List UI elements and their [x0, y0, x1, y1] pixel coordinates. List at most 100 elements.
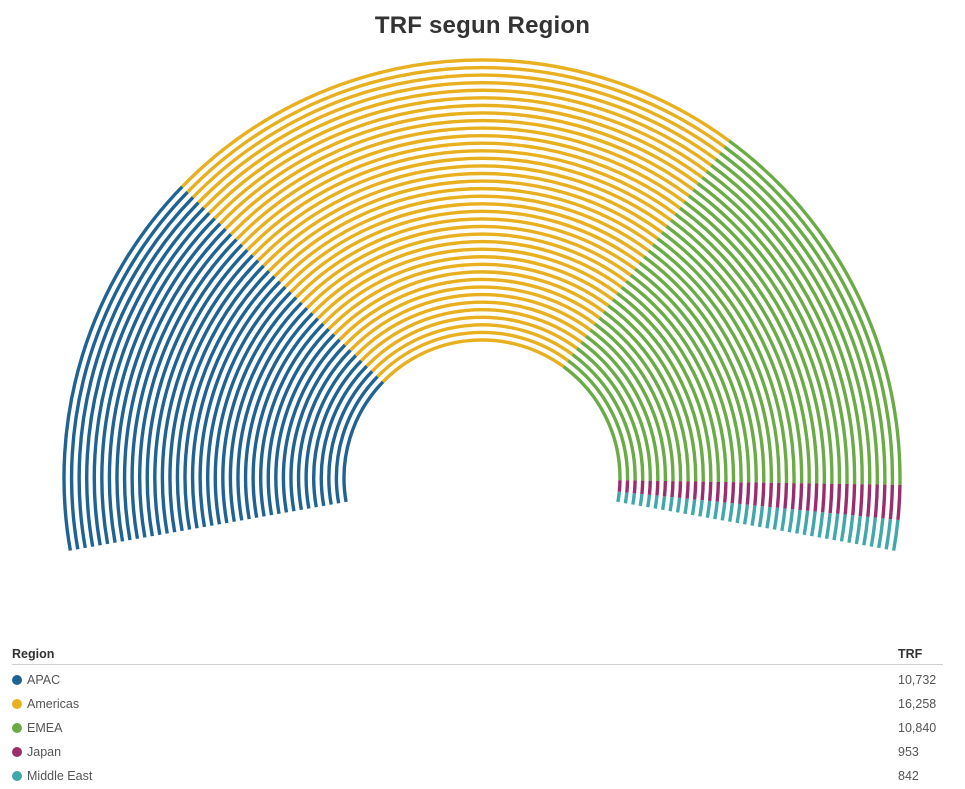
legend-swatch: [12, 723, 22, 733]
arc-line: [593, 322, 675, 482]
arc-line: [877, 518, 885, 549]
arc-line: [813, 483, 819, 512]
arc-line: [670, 481, 675, 498]
legend-label: Middle East: [27, 769, 93, 783]
arc-line: [701, 176, 857, 485]
legend-swatch: [12, 675, 22, 685]
arc-line: [625, 279, 728, 483]
legend-row: Japan 953: [12, 740, 943, 764]
arc-line: [191, 73, 722, 199]
arc-line: [620, 285, 721, 482]
legend-row: APAC 10,732: [12, 668, 943, 692]
legend-rows: APAC 10,732 Americas 16,258 EMEA 10,840 Japan 9…: [12, 668, 943, 788]
legend-value: 842: [898, 769, 919, 783]
arc-line: [305, 232, 628, 310]
arc-line: [873, 484, 879, 518]
arc-line: [843, 483, 849, 515]
arc-chart: [62, 58, 902, 551]
arc-line: [675, 497, 682, 513]
arc-line: [730, 482, 736, 504]
arc-line: [311, 239, 623, 315]
arc-line: [168, 259, 260, 533]
arc-line: [160, 254, 254, 534]
legend-label: APAC: [27, 673, 61, 687]
legend-header-region: Region: [12, 647, 55, 661]
arc-line: [259, 322, 325, 517]
arc-line: [617, 480, 622, 492]
arc-line: [77, 196, 195, 549]
arc-line: [787, 509, 795, 533]
legend-table: Region TRF APAC 10,732 Americas 16,258 EMEA 1…: [12, 644, 943, 788]
arc-line: [632, 480, 637, 494]
arc-line: [660, 496, 667, 511]
arc-line: [685, 481, 690, 499]
arc-line: [847, 515, 855, 543]
arc-line: [805, 483, 811, 511]
arc-line: [660, 231, 789, 484]
legend-row: EMEA 10,840: [12, 716, 943, 740]
arc-line: [130, 233, 233, 540]
arc-line: [656, 237, 781, 483]
arc-line: [683, 200, 826, 484]
arc-line: [338, 277, 601, 341]
arc-line: [92, 206, 206, 546]
arc-line: [638, 261, 751, 483]
arc-line: [236, 306, 309, 521]
arc-line: [795, 509, 802, 534]
legend-header-trf: TRF: [898, 647, 923, 661]
arc-line: [616, 292, 713, 482]
arc-line: [267, 179, 659, 273]
arc-line: [251, 317, 320, 519]
arc-line: [888, 484, 895, 520]
legend-value: 953: [898, 745, 919, 759]
legend-value: 10,732: [898, 673, 937, 687]
arc-line: [197, 81, 717, 204]
arc-line: [300, 224, 632, 304]
arc-line: [575, 346, 645, 481]
arc-line: [728, 503, 734, 522]
arc-line: [854, 515, 862, 545]
arc-line: [319, 364, 368, 507]
arc-line: [228, 301, 303, 522]
arc-line: [571, 353, 637, 481]
arc-line: [202, 88, 713, 210]
arc-line: [316, 247, 619, 320]
arc-line: [760, 482, 766, 507]
arc-line: [869, 517, 878, 547]
arc-line: [692, 481, 698, 500]
arc-line: [100, 211, 211, 545]
arc-line: [745, 482, 751, 505]
arc-line: [710, 163, 872, 485]
arc-line: [713, 501, 719, 520]
arc-segment-americas: [180, 58, 731, 384]
arc-line: [643, 255, 758, 483]
arc-line: [862, 516, 870, 546]
arc-line: [598, 316, 683, 482]
legend-item: Americas: [12, 697, 79, 711]
arc-line: [851, 484, 857, 516]
arc-line: [183, 269, 271, 530]
arc-line: [349, 292, 592, 352]
arc-line: [616, 491, 622, 503]
arc-line: [631, 493, 637, 505]
arc-line: [354, 300, 587, 357]
legend-label: Japan: [27, 745, 62, 759]
arc-line: [327, 370, 374, 505]
arc-line: [715, 481, 721, 502]
arc-line: [296, 349, 352, 511]
arc-line: [145, 243, 244, 537]
arc-line: [198, 280, 282, 528]
arc-line: [273, 186, 655, 278]
arc-line: [738, 482, 743, 505]
arc-line: [696, 182, 849, 485]
arc-line: [85, 201, 200, 547]
arc-line: [735, 503, 742, 524]
legend-item: Middle East: [12, 769, 92, 783]
arc-line: [281, 338, 341, 513]
arc-line: [611, 298, 705, 482]
arc-line: [115, 222, 222, 542]
arc-line: [381, 338, 565, 384]
arc-line: [246, 149, 677, 252]
arc-line: [342, 380, 385, 503]
arc-line: [798, 483, 804, 511]
